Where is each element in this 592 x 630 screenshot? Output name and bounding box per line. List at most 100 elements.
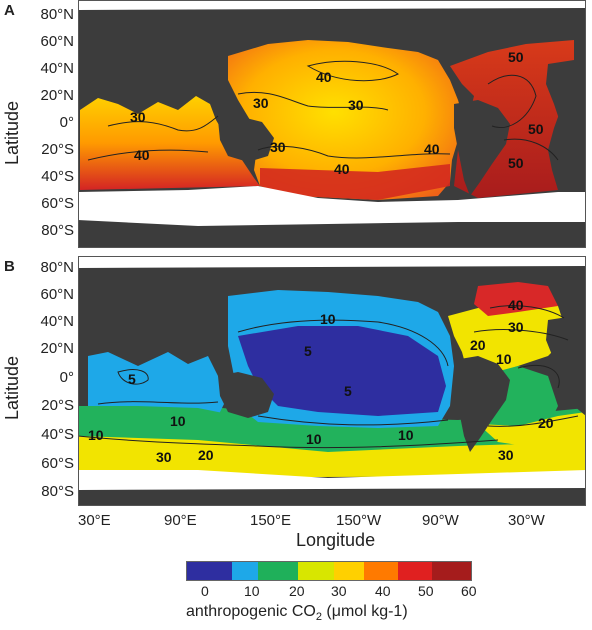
colorbar-segment bbox=[398, 561, 432, 581]
panel-a-lat-axis: 80°N 60°N 40°N 20°N 0° 20°S 40°S 60°S 80… bbox=[2, 0, 76, 248]
colorbar-tick: 50 bbox=[418, 583, 434, 599]
lat-tick: 0° bbox=[59, 369, 74, 386]
panel-a-map: 40 30 30 30 30 40 40 40 50 50 50 bbox=[78, 0, 586, 248]
lat-tick: 20°N bbox=[40, 87, 74, 104]
indian-ocean-field bbox=[80, 96, 260, 190]
indian-ocean-green bbox=[83, 406, 238, 432]
lat-tick: 20°S bbox=[41, 397, 74, 414]
pacific-ocean-field bbox=[228, 40, 464, 200]
panel-b-frame bbox=[78, 256, 586, 506]
lon-tick: 150°E bbox=[250, 512, 292, 529]
lat-tick: 80°S bbox=[41, 222, 74, 239]
x-axis-label: Longitude bbox=[296, 530, 376, 550]
lat-tick: 40°N bbox=[40, 313, 74, 330]
south-america-land bbox=[454, 100, 510, 196]
colorbar-label-sub: 2 bbox=[315, 611, 322, 624]
contour-label: 40 bbox=[134, 147, 150, 163]
lon-tick: 90°E bbox=[164, 512, 197, 529]
colorbar-tick: 30 bbox=[331, 583, 347, 599]
lat-tick: 60°N bbox=[40, 33, 74, 50]
colorbar-label-suffix: (μmol kg-1) bbox=[321, 603, 408, 620]
panel-a-frame bbox=[78, 0, 586, 248]
contour-label: 10 bbox=[88, 427, 104, 443]
colorbar-frame bbox=[186, 561, 472, 581]
lat-tick: 0° bbox=[59, 114, 74, 131]
lat-tick: 60°N bbox=[40, 286, 74, 303]
contour-label: 20 bbox=[538, 415, 554, 431]
lat-tick: 80°S bbox=[41, 483, 74, 500]
colorbar bbox=[186, 561, 472, 581]
contour-label: 40 bbox=[334, 161, 350, 177]
contour-label: 10 bbox=[170, 413, 186, 429]
lat-tick: 60°S bbox=[41, 455, 74, 472]
contour-label: 40 bbox=[316, 69, 332, 85]
southern-pacific-band bbox=[260, 164, 450, 200]
unsampled-south bbox=[78, 470, 586, 490]
panel-b-letter: B bbox=[4, 258, 15, 275]
colorbar-segment bbox=[364, 561, 398, 581]
panel-b-map: 10 5 5 5 10 10 10 10 20 30 40 30 20 10 2… bbox=[78, 256, 586, 506]
colorbar-segment bbox=[432, 561, 472, 581]
contour-label: 10 bbox=[496, 351, 512, 367]
contour-label: 30 bbox=[253, 95, 269, 111]
contour-label: 20 bbox=[198, 447, 214, 463]
panel-a-letter: A bbox=[4, 2, 15, 19]
contour-label: 5 bbox=[344, 383, 352, 399]
panel-a-contours bbox=[87, 60, 559, 161]
contour-label: 5 bbox=[304, 343, 312, 359]
contour-label: 30 bbox=[348, 97, 364, 113]
contour-label: 50 bbox=[508, 49, 524, 65]
colorbar-segment bbox=[334, 561, 364, 581]
lat-tick: 60°S bbox=[41, 195, 74, 212]
lat-tick: 20°S bbox=[41, 141, 74, 158]
colorbar-tick: 20 bbox=[289, 583, 305, 599]
africa-land bbox=[546, 316, 586, 416]
unsampled-north bbox=[78, 0, 586, 10]
contour-label: 40 bbox=[424, 141, 440, 157]
lat-tick: 20°N bbox=[40, 340, 74, 357]
lon-tick: 30°W bbox=[508, 512, 545, 529]
pacific-dark-blue bbox=[238, 326, 446, 416]
colorbar-tick: 60 bbox=[461, 583, 477, 599]
atlantic-south-yellow bbox=[478, 412, 586, 448]
colorbar-label-prefix: anthropogenic CO bbox=[186, 603, 316, 620]
contour-label: 30 bbox=[130, 109, 146, 125]
unsampled-southern-ocean bbox=[78, 186, 586, 226]
panel-b-contours bbox=[78, 305, 579, 449]
contour-label: 30 bbox=[508, 319, 524, 335]
contour-label: 40 bbox=[508, 297, 524, 313]
contour-label: 10 bbox=[398, 427, 414, 443]
panel-a-contour-labels: 40 30 30 30 30 40 40 40 50 50 50 bbox=[130, 49, 544, 177]
lat-tick: 40°N bbox=[40, 60, 74, 77]
lat-tick: 40°S bbox=[41, 168, 74, 185]
southern-ocean-yellow bbox=[78, 436, 586, 478]
lon-tick: 150°W bbox=[336, 512, 382, 529]
unsampled-north bbox=[78, 256, 586, 268]
contour-label: 10 bbox=[306, 431, 322, 447]
colorbar-segment bbox=[298, 561, 334, 581]
africa-land bbox=[546, 60, 586, 160]
contour-label: 10 bbox=[320, 311, 336, 327]
y-axis-label-a: Latitude bbox=[2, 100, 22, 165]
lat-tick: 40°S bbox=[41, 426, 74, 443]
colorbar-label: anthropogenic CO2 (μmol kg-1) bbox=[186, 603, 408, 623]
colorbar-tick: 0 bbox=[201, 583, 209, 599]
colorbar-segment bbox=[232, 561, 258, 581]
contour-label: 20 bbox=[470, 337, 486, 353]
contour-label: 30 bbox=[270, 139, 286, 155]
australia-land bbox=[218, 372, 274, 418]
contour-label: 30 bbox=[156, 449, 172, 465]
contour-label: 30 bbox=[498, 447, 514, 463]
australia-land bbox=[218, 116, 274, 162]
panel-b-lat-axis: 80°N 60°N 40°N 20°N 0° 20°S 40°S 60°S 80… bbox=[2, 256, 76, 504]
contour-label: 5 bbox=[128, 371, 136, 387]
panel-b-contour-labels: 10 5 5 5 10 10 10 10 20 30 40 30 20 10 2… bbox=[88, 297, 554, 465]
contour-label: 50 bbox=[528, 121, 544, 137]
colorbar-tick: 10 bbox=[244, 583, 260, 599]
lon-tick: 90°W bbox=[422, 512, 459, 529]
colorbar-tick: 40 bbox=[375, 583, 391, 599]
lat-tick: 80°N bbox=[40, 6, 74, 23]
colorbar-segment bbox=[258, 561, 298, 581]
south-america-land bbox=[454, 356, 510, 452]
lon-tick: 30°E bbox=[78, 512, 111, 529]
